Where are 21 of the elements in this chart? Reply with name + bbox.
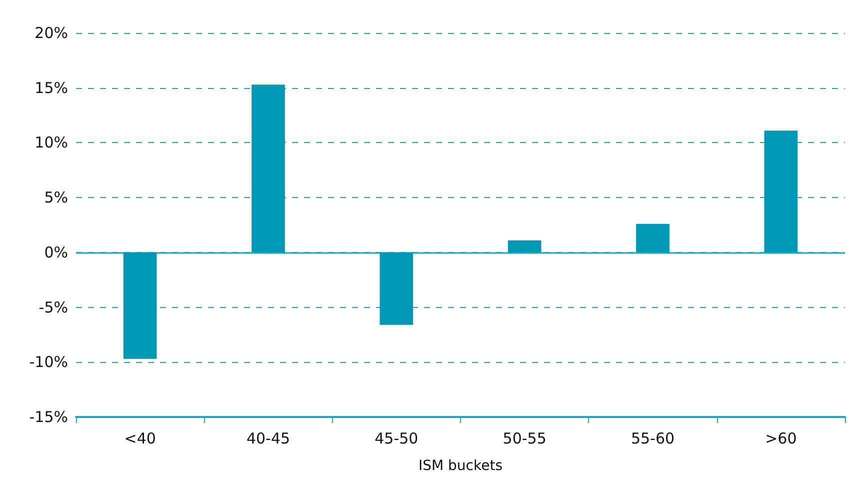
bar (636, 224, 670, 252)
bar (764, 130, 798, 252)
x-axis-title: ISM buckets (418, 458, 503, 474)
y-tick-label: 20% (34, 24, 68, 42)
y-tick-label: 0% (44, 243, 68, 262)
x-tick-label: 55-60 (630, 430, 675, 448)
x-tick-label: 50-55 (502, 430, 546, 448)
y-tick-label: 10% (34, 134, 68, 152)
x-tick-label: <40 (124, 430, 156, 448)
bar (252, 84, 285, 252)
bar (508, 240, 542, 252)
x-tick-label: 40-45 (246, 430, 290, 448)
x-tick-label: >60 (765, 430, 797, 448)
x-tick-label: 45-50 (374, 430, 418, 448)
y-tick-label: -15% (29, 408, 68, 426)
bar (123, 252, 157, 359)
y-tick-label: -10% (29, 353, 68, 372)
y-tick-label: 15% (34, 78, 68, 97)
bar (380, 252, 414, 325)
y-tick-label: -5% (38, 298, 68, 316)
y-tick-label: 5% (44, 188, 68, 207)
